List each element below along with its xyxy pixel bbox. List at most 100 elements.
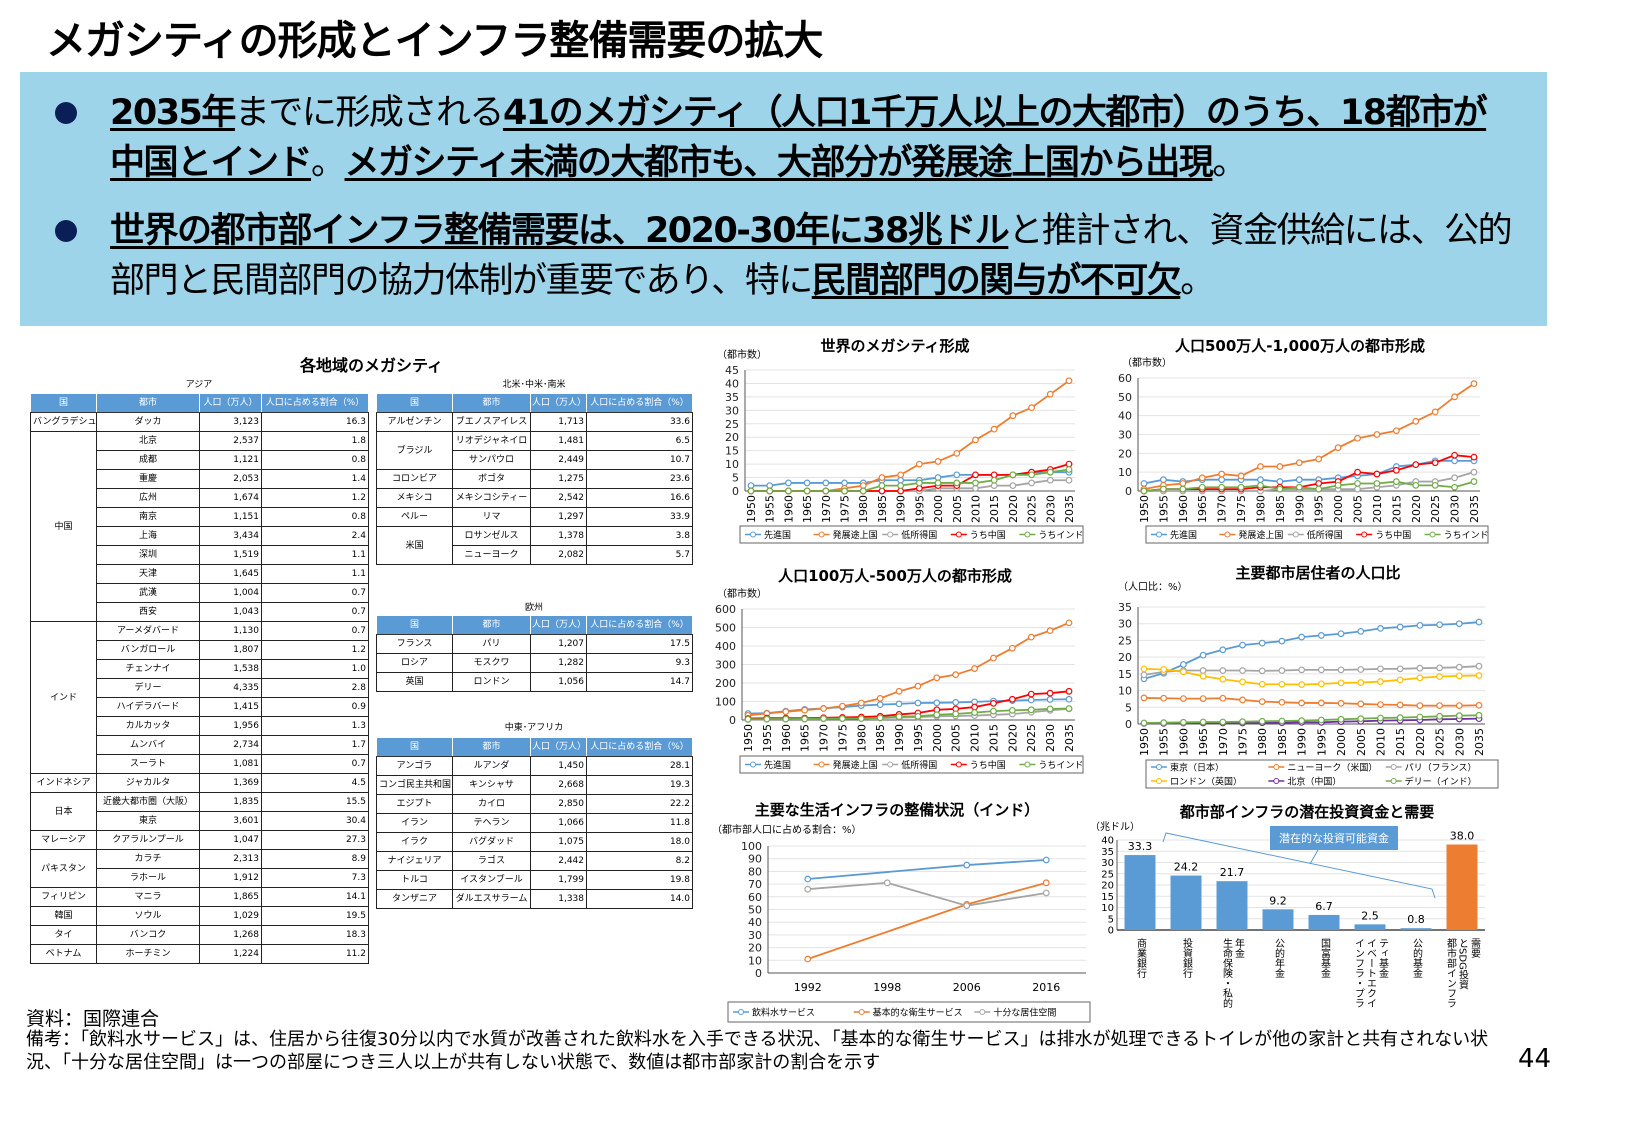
data-point <box>1470 478 1478 485</box>
data-point <box>952 699 960 706</box>
category-label: ティ基金 <box>1377 938 1389 978</box>
x-tick-label: 2035 <box>1473 728 1486 756</box>
data-point <box>1451 483 1458 491</box>
table-row: コンゴ民主共和国 キンシャサ 2,668 19.3 <box>376 775 693 795</box>
x-tick-label: 2035 <box>1468 495 1481 523</box>
data-point <box>1219 667 1227 674</box>
legend-label: 先進国 <box>764 529 791 541</box>
chart-title: 都市部インフラの潜在投資資金と需要 <box>1179 803 1435 821</box>
chart-title: 主要都市居住者の人口比 <box>1235 564 1400 582</box>
legend-label: 基本的な衛生サービス <box>873 1007 963 1019</box>
data-point <box>990 471 998 479</box>
data-point <box>1337 666 1345 674</box>
y-tick-label: 20 <box>725 431 739 444</box>
x-tick-label: 2025 <box>1434 728 1447 756</box>
data-point <box>883 879 891 887</box>
x-tick-label: 1980 <box>857 495 870 523</box>
column-header: 国 <box>376 393 453 413</box>
legend-marker <box>1429 531 1436 538</box>
data-point <box>820 705 827 712</box>
data-point <box>820 715 827 722</box>
y-axis-label: （都市数） <box>1122 356 1172 369</box>
bar-value-label: 9.2 <box>1269 894 1287 907</box>
data-point <box>1199 695 1207 702</box>
x-tick-label: 1985 <box>1276 728 1289 756</box>
data-point <box>1046 468 1054 476</box>
legend-label: 発展途上国 <box>833 529 878 541</box>
x-tick-label: 1955 <box>1157 495 1170 523</box>
column-header: 国 <box>30 393 97 413</box>
data-point <box>1042 856 1050 864</box>
data-point <box>1377 701 1384 709</box>
data-point <box>895 700 903 708</box>
bar <box>1262 909 1294 930</box>
x-tick-label: 1995 <box>1315 728 1328 756</box>
data-point <box>1354 434 1361 442</box>
column-header: 都市 <box>452 615 531 635</box>
data-point <box>785 479 792 487</box>
share-cell: 14.0 <box>586 889 693 909</box>
country-cell: 米国 <box>376 526 453 565</box>
x-tick-label: 2015 <box>1390 495 1403 523</box>
data-point <box>1257 476 1264 484</box>
chart-legend: 東京（日本） ニューヨーク（米国） パリ（フランス） ロンドン（英国） 北京（中国） デリ… <box>1145 759 1499 789</box>
data-point <box>1298 699 1306 707</box>
data-point <box>1140 480 1148 487</box>
data-point <box>1412 481 1420 489</box>
data-point <box>1315 485 1323 493</box>
data-point <box>1431 459 1439 467</box>
x-tick-label: 1955 <box>761 724 774 752</box>
data-point <box>1198 474 1206 482</box>
page-number: 44 <box>1518 1044 1552 1074</box>
table-row: ペルー リマ 1,297 33.9 <box>376 507 693 527</box>
x-tick-label: 1995 <box>1313 495 1326 523</box>
y-tick-label: 30 <box>1118 618 1132 631</box>
data-point <box>914 712 922 720</box>
y-tick-label: 5 <box>1108 914 1114 925</box>
chart-legend: 先進国 発展途上国 低所得国 うち中国 うちインド <box>739 755 1084 774</box>
data-point <box>1392 466 1400 474</box>
table-row: トルコ イスタンブール 1,799 19.8 <box>376 870 693 890</box>
data-point <box>1257 463 1264 470</box>
x-tick-label: 1990 <box>895 495 908 523</box>
x-tick-label: 2015 <box>1394 728 1407 756</box>
category-label-line: ティ基金 <box>1377 938 1389 978</box>
x-tick-label: 1970 <box>818 724 831 752</box>
y-tick-label: 300 <box>715 659 736 672</box>
data-point <box>1392 478 1400 485</box>
y-tick-label: 30 <box>725 404 739 417</box>
x-tick-label: 1960 <box>1177 495 1190 523</box>
y-tick-label: 35 <box>1101 847 1114 858</box>
x-tick-label: 1965 <box>799 724 812 752</box>
city-cell: ホーチミン <box>96 944 200 964</box>
x-tick-label: 1980 <box>1254 495 1267 523</box>
emphasis-text: 41のメガシティ（人口1千万人以上の大都市）のうち、18都市が中国とインド <box>110 93 1488 183</box>
data-point <box>1451 451 1458 459</box>
data-point <box>803 487 811 495</box>
category-label: 需要 <box>1469 938 1481 959</box>
x-tick-label: 1970 <box>1216 495 1229 523</box>
bar-value-label: 21.7 <box>1220 866 1245 879</box>
x-tick-label: 2005 <box>1352 495 1365 523</box>
data-point <box>1239 641 1246 649</box>
share-cell: 10.7 <box>586 450 693 470</box>
line-chart: 主要な生活インフラの整備状況（インド） （都市部人口に占める割合：%） 010203… <box>712 801 1091 1023</box>
data-point <box>747 482 755 490</box>
table-row: フランス パリ 1,207 17.5 <box>376 634 693 654</box>
data-point <box>1180 695 1187 702</box>
category-label-line: 需要 <box>1469 938 1481 959</box>
table-row: 中国 北京 2,537 1.8 <box>30 431 369 622</box>
data-point <box>1027 696 1035 704</box>
table-row: メキシコ メキシコシティー 2,542 16.6 <box>376 488 693 508</box>
data-point <box>876 694 884 702</box>
data-point <box>1298 633 1306 641</box>
share-cell: 14.7 <box>586 672 693 692</box>
data-point <box>895 687 903 695</box>
data-point <box>1337 699 1345 707</box>
category-label-line: 公的基金 <box>1411 938 1423 978</box>
data-point <box>1416 674 1424 682</box>
data-point <box>1455 712 1463 720</box>
data-point <box>915 484 923 492</box>
